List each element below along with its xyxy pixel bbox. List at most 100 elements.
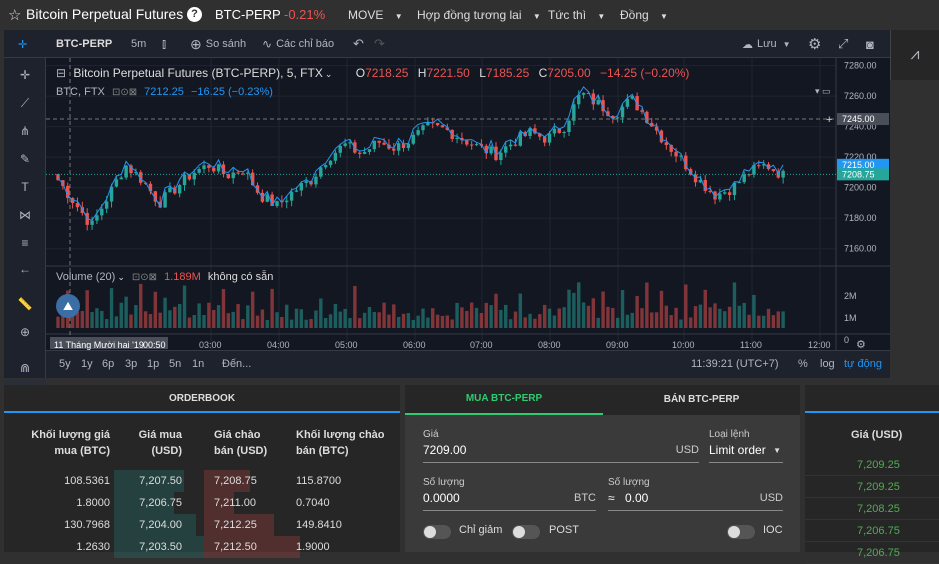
pattern-icon[interactable]: ⋈: [19, 208, 31, 222]
candle-body: [698, 179, 703, 183]
trades-rows: 7,209.25 7,209.25 7,208.25 7,206.75 7,206.75: [805, 455, 939, 564]
goto-date[interactable]: Đến...: [222, 358, 252, 370]
range-5y[interactable]: 5y: [59, 358, 71, 370]
legend-controls-icon[interactable]: ⊡⊙⊠: [111, 87, 138, 98]
volume-controls-icon[interactable]: ⊡⊙⊠: [131, 272, 158, 283]
candle-body: [367, 149, 372, 152]
volume-bar: [187, 317, 192, 328]
sell-tab[interactable]: BÁN BTC-PERP: [603, 385, 800, 415]
range-6m[interactable]: 6p: [102, 358, 115, 370]
orderbook-row[interactable]: 1.8000 7,206.75 7,211.00 0.7040: [4, 492, 398, 514]
time-axis-label: 04:00: [267, 340, 290, 350]
candle-body: [241, 173, 245, 175]
trades-tab[interactable]: [805, 385, 939, 413]
ioc-toggle[interactable]: [727, 525, 755, 539]
quantity-usd-input[interactable]: ≈ 0.00 USD: [608, 489, 783, 511]
crosshair-price-tag: 7245.00: [842, 114, 875, 124]
ruler-icon[interactable]: 📏: [17, 297, 33, 311]
orderbook-row[interactable]: 1.2630 7,203.50 7,212.50 1.9000: [4, 536, 398, 558]
brush-icon[interactable]: ✎: [19, 152, 31, 166]
settings-gear-icon[interactable]: ⚙: [808, 36, 822, 53]
trade-price: 7,209.25: [857, 481, 900, 493]
range-1m[interactable]: 1p: [147, 358, 160, 370]
watchlist-icon[interactable]: ⩘: [890, 30, 939, 80]
volume-bar: [392, 304, 396, 328]
add-alert-plus-icon[interactable]: +: [826, 114, 832, 126]
axis-settings-icon[interactable]: ⚙: [856, 339, 866, 351]
range-3m[interactable]: 3p: [125, 358, 138, 370]
range-1y[interactable]: 1y: [81, 358, 93, 370]
volume-bar: [163, 297, 167, 328]
volume-bar: [216, 305, 221, 328]
volume-bar: [654, 312, 659, 328]
order-type-select[interactable]: Limit order ▼: [709, 441, 783, 463]
crosshair-tool-icon[interactable]: ✛: [18, 38, 28, 51]
menu-move[interactable]: MOVE ▼: [348, 8, 403, 22]
volume-bar: [168, 310, 172, 328]
star-icon[interactable]: ☆: [8, 7, 22, 24]
volume-bar: [742, 302, 746, 328]
volume-bar: [353, 285, 357, 328]
volume-bar: [280, 316, 284, 328]
trades-panel: Giá (USD) 7,209.25 7,209.25 7,208.25 7,206.…: [805, 385, 939, 564]
redo-icon[interactable]: ↷: [374, 36, 385, 51]
text-tool-icon[interactable]: T: [21, 180, 29, 194]
bid-size-header: Khối lượng giá mua (BTC): [31, 429, 110, 457]
candle-body: [523, 132, 527, 137]
range-5d[interactable]: 5n: [169, 358, 182, 370]
tradingview-logo-icon[interactable]: ⛰: [56, 294, 80, 318]
orderbook-row[interactable]: 108.5361 7,207.50 7,208.75 115.8700: [4, 470, 398, 492]
time-axis-label: 08:00: [538, 340, 561, 350]
fib-retracement-icon[interactable]: ≡: [21, 236, 29, 250]
volume-name: Volume (20): [56, 271, 116, 283]
candle-style-icon[interactable]: ⫾: [162, 36, 167, 51]
price-chart[interactable]: 7280.00 7260.00 7240.00 7220.00 7200.00 7180.…: [46, 58, 890, 378]
price-input[interactable]: 7209.00 USD: [423, 441, 699, 463]
post-only-toggle[interactable]: [512, 525, 540, 539]
zoom-in-icon[interactable]: ⊕: [19, 325, 31, 339]
crosshair-icon[interactable]: ✛: [19, 68, 31, 82]
buy-tab[interactable]: MUA BTC-PERP: [405, 385, 603, 415]
back-arrow-icon[interactable]: ←: [19, 262, 31, 276]
reduce-only-toggle[interactable]: [423, 525, 451, 539]
volume-bar: [625, 314, 630, 328]
compare-button[interactable]: ⊕ So sánh: [190, 35, 247, 52]
compare-value: 7212.25: [144, 86, 184, 98]
candle-body: [270, 194, 274, 206]
crosshair-price-tag-bg: [837, 113, 889, 126]
menu-spot[interactable]: Tức thì ▼: [548, 8, 606, 22]
fullscreen-icon[interactable]: ⤢: [838, 36, 849, 51]
symbol-selector[interactable]: BTC-PERP: [56, 38, 113, 50]
orderbook-row[interactable]: 130.7968 7,204.00 7,212.25 149.8410: [4, 514, 398, 536]
indicators-button[interactable]: ∿ Các chỉ báo: [262, 37, 335, 51]
save-button[interactable]: ☁ Lưu ▼: [742, 38, 791, 51]
magnet-icon[interactable]: ⋒: [19, 361, 31, 375]
range-1d[interactable]: 1n: [192, 358, 205, 370]
candle-body: [250, 172, 255, 186]
percent-toggle[interactable]: %: [798, 358, 808, 370]
candle-body: [504, 146, 508, 153]
trendline-icon[interactable]: ⟋: [20, 95, 30, 110]
help-icon[interactable]: ?: [187, 7, 202, 22]
orderbook-rows: 108.5361 7,207.50 7,208.75 115.8700 1.8000 7,…: [4, 470, 400, 558]
auto-toggle[interactable]: tự động: [844, 358, 882, 370]
candle-body: [542, 136, 547, 143]
menu-coin[interactable]: Đồng ▼: [620, 8, 668, 22]
candle-body: [100, 208, 104, 216]
chart-bottom-bar: 5y 1y 6p 3p 1p 5n 1n Đến... 11:39:21 (UT…: [46, 350, 890, 378]
undo-icon[interactable]: ↶: [353, 36, 364, 51]
pane-controls-icon[interactable]: ▾ ▭: [815, 86, 831, 96]
candle-body: [713, 191, 717, 200]
menu-futures[interactable]: Hợp đồng tương lai ▼: [417, 8, 541, 22]
interval-selector[interactable]: 5m: [131, 38, 147, 50]
pitchfork-icon[interactable]: ⋔: [19, 124, 31, 138]
legend-collapse-icon[interactable]: ⊟: [56, 66, 67, 80]
volume-bar: [362, 312, 367, 328]
volume-bar: [674, 307, 678, 328]
camera-icon[interactable]: ◙: [866, 36, 874, 52]
candle-body: [411, 134, 415, 144]
candle-body: [382, 142, 386, 145]
candle-body: [323, 165, 328, 168]
log-toggle[interactable]: log: [820, 358, 835, 370]
quantity-input[interactable]: 0.0000 BTC: [423, 489, 596, 511]
